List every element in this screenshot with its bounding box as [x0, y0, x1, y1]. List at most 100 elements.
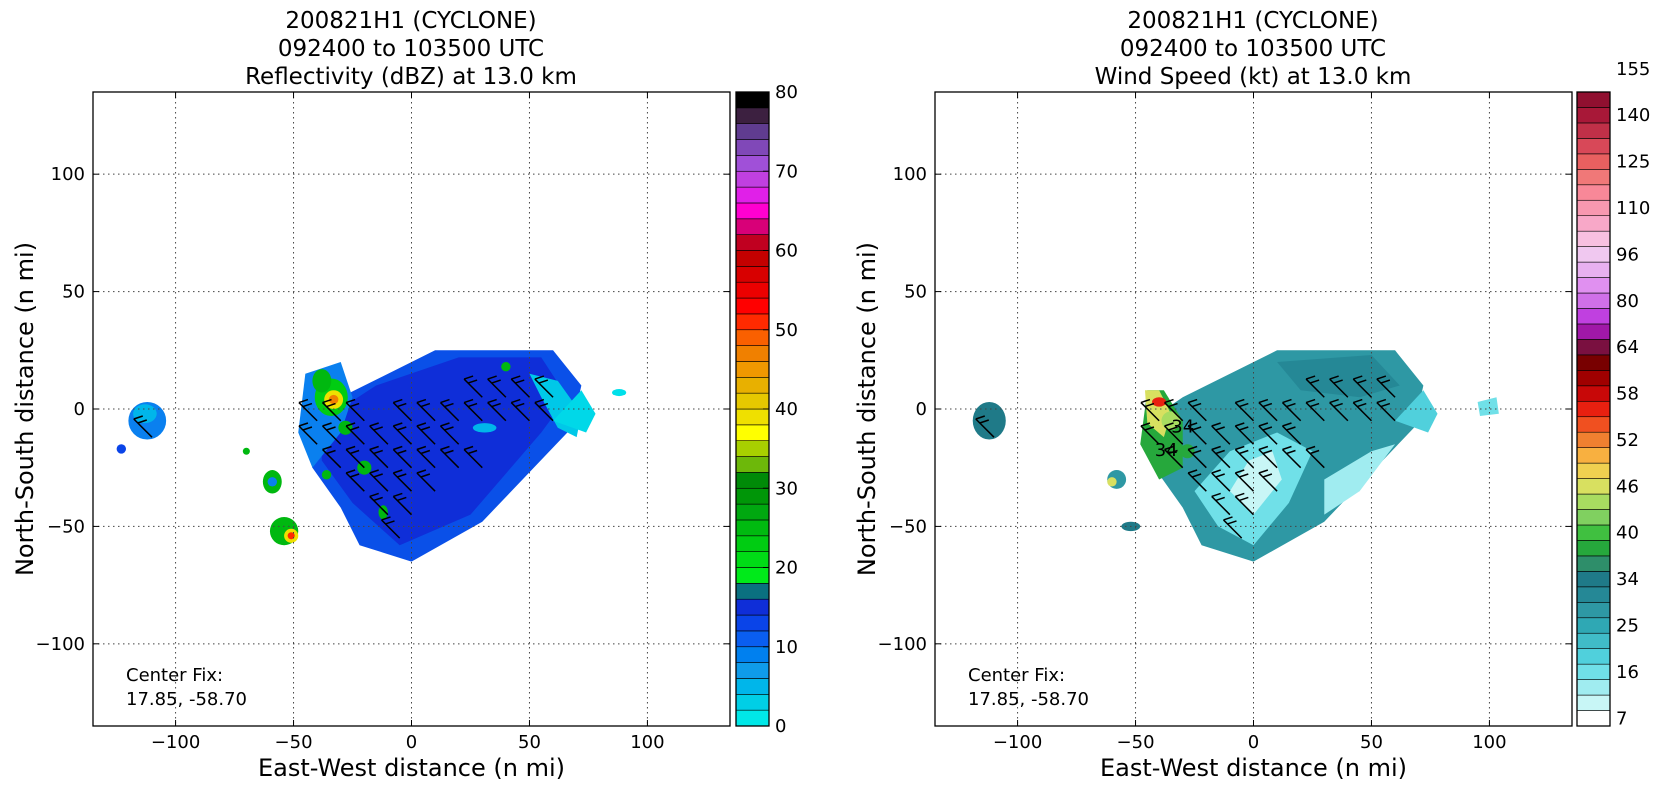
y-tick-label: −50: [889, 516, 927, 537]
barb-flag: [491, 379, 501, 384]
colorbar-segment: [1576, 524, 1611, 541]
barb-flag: [373, 496, 383, 502]
colorbar-segment: [735, 583, 770, 600]
colorbar-tick-label: 10: [775, 637, 798, 658]
barb-flag: [440, 422, 450, 427]
y-axis-label: North-South distance (n mi): [11, 242, 39, 576]
barb-flag: [467, 449, 478, 455]
colorbar-segment: [1576, 540, 1611, 557]
barb-flag: [1191, 473, 1202, 478]
barb-flag: [1235, 469, 1245, 474]
wind-barb: [1234, 469, 1255, 492]
barb-flag: [1309, 449, 1320, 455]
chart-title-line: 200821H1 (CYCLONE): [285, 8, 536, 34]
barb-staff: [416, 448, 436, 469]
chart-title-line: 092400 to 103500 UTC: [1120, 36, 1386, 62]
colorbar-segment: [735, 202, 770, 220]
colorbar-segment: [735, 186, 770, 204]
barb-flag: [369, 492, 379, 498]
barb-flag: [1305, 445, 1316, 451]
barb-staff: [416, 472, 436, 492]
contour-label: 34: [1155, 440, 1178, 461]
colorbar-segment: [735, 424, 770, 442]
colorbar-segment: [1576, 370, 1611, 387]
chart-panel-2: 200821H1 (CYCLONE)092400 to 103500 UTCWi…: [853, 8, 1650, 782]
colorbar-segment: [1576, 215, 1611, 232]
barb-staff: [463, 448, 483, 469]
colorbar-segment: [1576, 230, 1611, 247]
colorbar-segment: [1576, 138, 1611, 155]
colorbar-tick-label: 20: [775, 558, 798, 579]
y-tick-label: −100: [878, 634, 927, 655]
barb-flag: [1239, 402, 1249, 408]
barb-staff: [1234, 495, 1255, 516]
barb-staff: [345, 425, 365, 445]
chart-title-line: 200821H1 (CYCLONE): [1127, 8, 1378, 34]
wind-barb: [133, 415, 153, 438]
barb-staff: [369, 448, 389, 469]
barb-staff: [439, 402, 460, 422]
barb-flag: [1168, 449, 1178, 455]
barb-staff: [1258, 402, 1278, 422]
barb-flag: [369, 422, 379, 427]
colorbar-segment: [1576, 385, 1611, 402]
barb-flag: [467, 402, 478, 408]
colorbar-segment: [735, 392, 770, 410]
wind-barb: [380, 516, 401, 539]
colorbar-segment: [735, 345, 770, 362]
colorbar-tick-label: 64: [1616, 337, 1639, 358]
colorbar-tick-label: 60: [775, 241, 798, 262]
colorbar-tick-label: 155: [1616, 59, 1650, 80]
barb-flag: [373, 426, 383, 431]
barb-flag: [349, 426, 360, 431]
barb-flag: [322, 422, 332, 427]
barb-flag: [1168, 402, 1178, 408]
barb-staff: [1140, 425, 1160, 445]
barb-flag: [397, 402, 407, 408]
barb-flag: [393, 469, 403, 474]
colorbar-segment: [1576, 416, 1611, 433]
barb-flag: [1239, 426, 1249, 431]
colorbar-segment: [735, 297, 770, 315]
barb-flag: [979, 419, 990, 424]
contour-label: 34: [1171, 416, 1194, 437]
colorbar-tick-label: 50: [775, 320, 798, 341]
colorbar-segment: [735, 503, 770, 521]
barb-staff: [1305, 448, 1325, 469]
field-cell: [328, 394, 339, 405]
field-region: [1395, 390, 1438, 433]
wind-barb: [1234, 398, 1255, 422]
field-cell: [378, 505, 388, 520]
barb-flag: [1258, 422, 1269, 427]
y-axis-label: North-South distance (n mi): [853, 242, 881, 576]
colorbar-segment: [1576, 339, 1611, 356]
colorbar: 7 16 25 34 40 46 52 58 64 80 96 110 125 140 155: [1576, 59, 1650, 729]
barb-flag: [1305, 375, 1316, 380]
barb-staff: [392, 402, 413, 422]
barb-flag: [137, 419, 148, 424]
barb-staff: [1305, 378, 1325, 398]
colorbar-tick-label: 25: [1616, 615, 1639, 636]
colorbar-segment: [1576, 648, 1611, 665]
wind-barb: [392, 469, 413, 492]
wind-barb: [1281, 445, 1302, 469]
colorbar-segment: [1576, 199, 1611, 217]
colorbar-segment: [1576, 555, 1611, 572]
colorbar-tick-label: 140: [1616, 105, 1650, 126]
y-tick-label: 50: [904, 282, 927, 303]
barb-staff: [1305, 402, 1325, 422]
colorbar-segment: [1576, 261, 1611, 278]
barb-flag: [416, 398, 427, 404]
wind-barb: [392, 422, 413, 445]
colorbar-segment: [1576, 277, 1611, 294]
barb-flag: [444, 426, 454, 431]
barb-flag: [1235, 422, 1245, 427]
field-region: [1324, 444, 1396, 515]
colorbar-segment: [1576, 431, 1611, 448]
barb-flag: [1235, 445, 1245, 451]
colorbar-segment: [1576, 679, 1611, 696]
barb-staff: [298, 425, 318, 445]
x-tick-label: −50: [1117, 732, 1155, 753]
barb-flag: [393, 422, 403, 427]
field-cell: [242, 447, 250, 455]
